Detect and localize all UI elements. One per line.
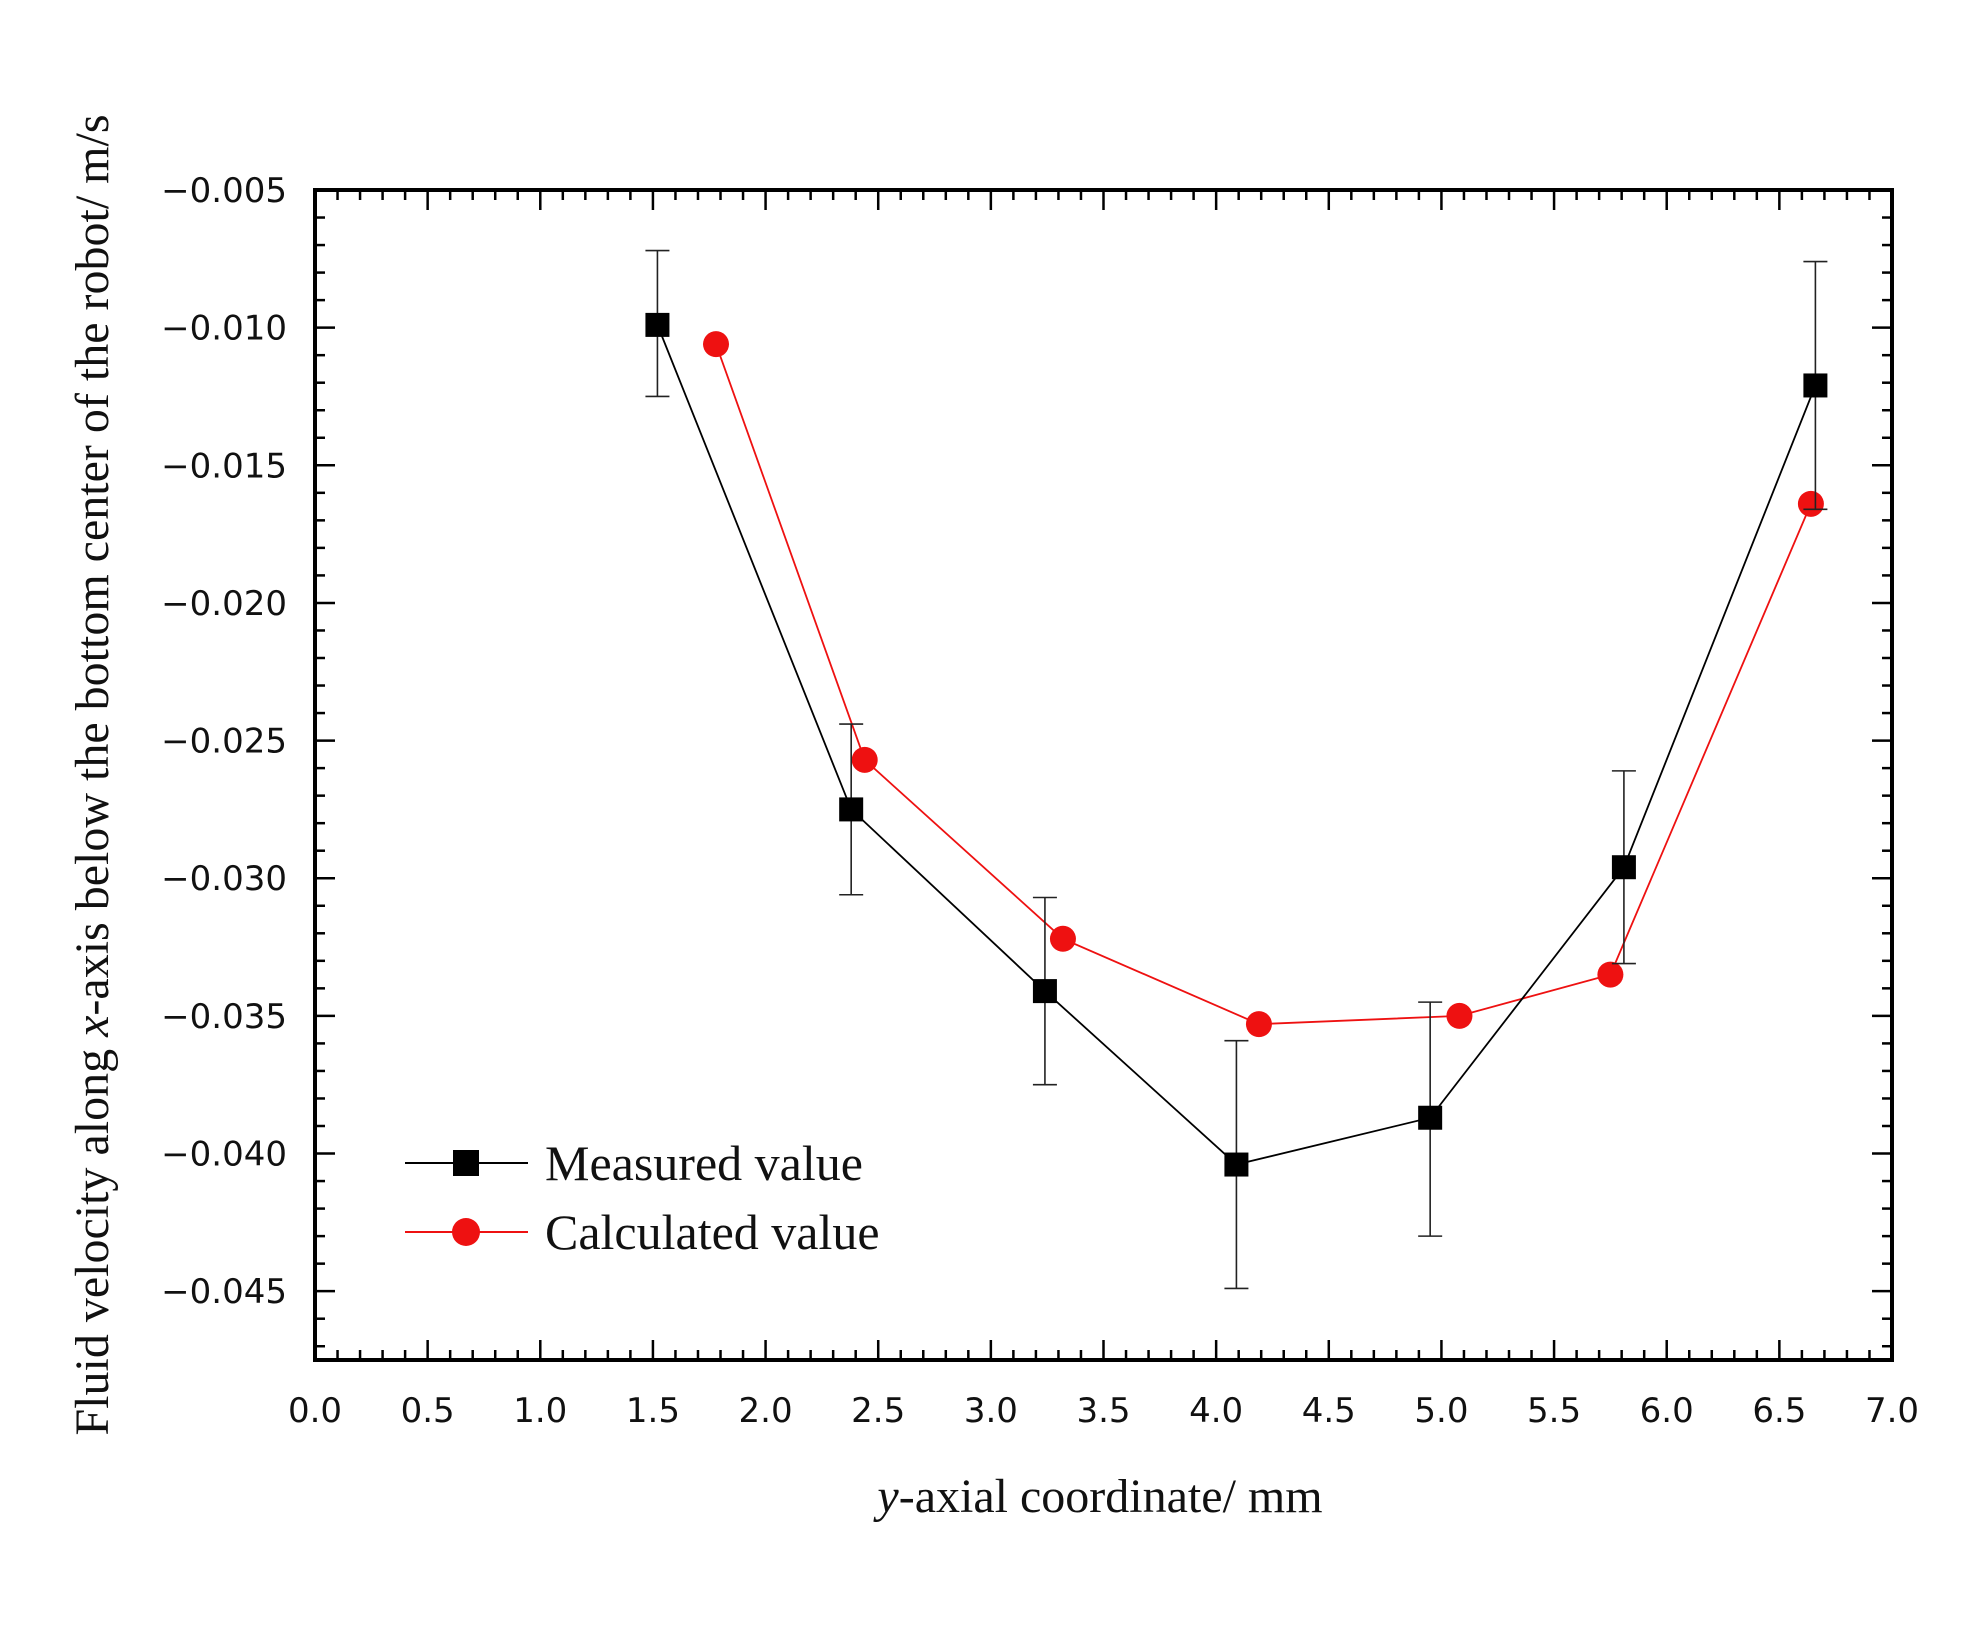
y-tick-label: −0.045: [161, 1272, 287, 1312]
x-axis-title-rest: -axial coordinate/ mm: [899, 1470, 1323, 1523]
major-ticks: [313, 188, 1894, 1360]
data-point-measured: [839, 797, 864, 822]
data-point-calculated: [1049, 925, 1076, 952]
x-tick-label: 2.5: [851, 1391, 905, 1431]
legend-label-calculated: Calculated value: [545, 1204, 880, 1260]
legend-marker-calculated: [452, 1218, 480, 1246]
y-axis-title-pre: Fluid velocity along: [66, 1037, 119, 1436]
x-tick-label: 5.0: [1414, 1391, 1468, 1431]
x-tick-label: 0.5: [401, 1391, 455, 1431]
data-point-measured: [1418, 1105, 1443, 1130]
x-tick-label: 5.5: [1527, 1391, 1581, 1431]
data-point-calculated: [851, 746, 878, 773]
series-measured: [645, 249, 1828, 1290]
series-line: [656, 324, 1817, 1166]
data-point-measured: [1032, 979, 1057, 1004]
x-tick-label: 6.0: [1640, 1391, 1694, 1431]
y-tick-label: −0.040: [161, 1135, 287, 1175]
x-tick-label: 7.0: [1865, 1391, 1919, 1431]
data-point-calculated: [703, 331, 730, 358]
series-layer: [645, 249, 1828, 1290]
x-tick-label: 1.0: [513, 1391, 567, 1431]
y-tick-labels: −0.005 −0.010 −0.015 −0.020 −0.025 −0.030 −0.0…: [161, 171, 287, 1312]
data-point-measured: [1611, 855, 1636, 880]
x-axis-title: y-axial coordinate/ mm: [872, 1470, 1322, 1523]
data-point-measured: [645, 312, 670, 337]
data-point-measured: [1224, 1152, 1249, 1177]
x-tick-label: 1.5: [626, 1391, 680, 1431]
y-axis-title-italic: x: [66, 1016, 119, 1038]
x-tick-label: 4.0: [1189, 1391, 1243, 1431]
x-tick-label: 0.0: [288, 1391, 342, 1431]
y-tick-label: −0.005: [161, 171, 287, 211]
data-point-calculated: [1597, 961, 1624, 988]
x-axis-title-italic: y: [872, 1470, 899, 1523]
y-tick-label: −0.015: [161, 446, 287, 486]
data-point-calculated: [1245, 1011, 1272, 1038]
legend: Measured value Calculated value: [405, 1135, 880, 1260]
y-tick-label: −0.020: [161, 584, 287, 624]
plot-frame: [313, 188, 1894, 1362]
legend-label-measured: Measured value: [545, 1135, 863, 1191]
x-tick-labels: 0.0 0.5 1.0 1.5 2.0 2.5 3.0 3.5 4.0 4.5 5.0 5.5 6.0 6…: [288, 1391, 1919, 1431]
data-point-calculated: [1446, 1002, 1473, 1029]
y-tick-label: −0.010: [161, 309, 287, 349]
x-tick-label: 3.5: [1076, 1391, 1130, 1431]
legend-marker-measured: [453, 1150, 479, 1176]
x-tick-label: 3.0: [964, 1391, 1018, 1431]
y-axis-title: Fluid velocity along x-axis below the bo…: [66, 114, 119, 1435]
x-tick-label: 4.5: [1302, 1391, 1356, 1431]
x-tick-label: 6.5: [1752, 1391, 1806, 1431]
series-line: [715, 343, 1812, 1026]
data-point-measured: [1803, 373, 1828, 398]
data-point-calculated: [1797, 490, 1824, 517]
y-tick-label: −0.030: [161, 859, 287, 899]
y-tick-label: −0.025: [161, 722, 287, 762]
y-tick-label: −0.035: [161, 997, 287, 1037]
y-axis-title-post: -axis below the bottom center of the rob…: [66, 114, 119, 1015]
series-calculated: [703, 331, 1824, 1038]
x-tick-label: 2.0: [739, 1391, 793, 1431]
